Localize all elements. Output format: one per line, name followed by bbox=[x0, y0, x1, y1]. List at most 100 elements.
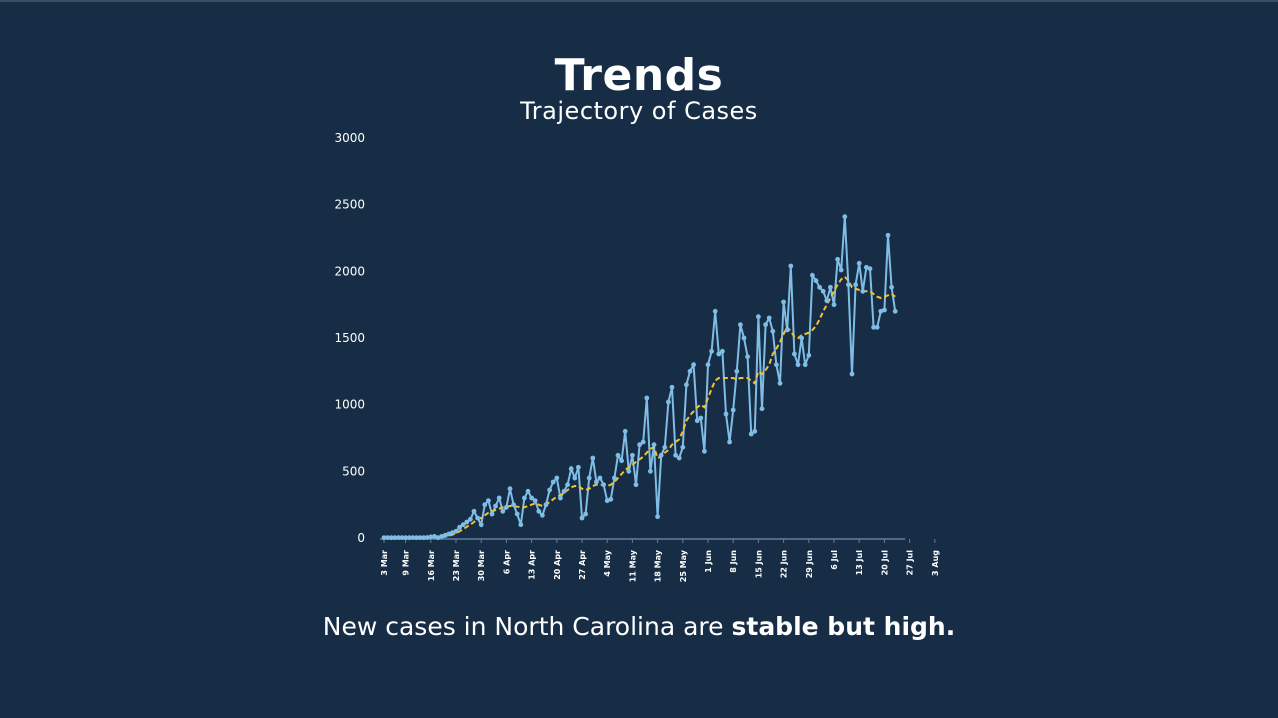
daily-cases-point bbox=[612, 475, 617, 481]
daily-cases-point bbox=[630, 452, 635, 458]
x-tick-label: 29 Jun bbox=[805, 550, 814, 579]
daily-cases-point bbox=[522, 495, 527, 501]
daily-cases-point bbox=[432, 534, 437, 539]
daily-cases-point bbox=[514, 511, 520, 517]
daily-cases-point bbox=[565, 482, 570, 488]
daily-cases-point bbox=[460, 522, 466, 528]
daily-cases-point bbox=[392, 535, 398, 541]
daily-cases-point bbox=[414, 535, 419, 541]
daily-cases-point bbox=[730, 407, 736, 413]
daily-cases-point bbox=[727, 439, 732, 445]
daily-cases-points bbox=[381, 214, 898, 541]
daily-cases-point bbox=[835, 256, 840, 262]
daily-cases-point bbox=[439, 534, 444, 539]
x-tick-label: 27 Jul bbox=[906, 550, 915, 576]
daily-cases-point bbox=[738, 322, 743, 328]
y-tick-label: 2000 bbox=[334, 264, 365, 278]
daily-cases-point bbox=[403, 535, 408, 541]
daily-cases-point bbox=[410, 535, 416, 540]
daily-cases-point bbox=[648, 468, 653, 474]
daily-cases-line bbox=[383, 216, 897, 539]
daily-cases-point bbox=[752, 428, 758, 434]
x-tick-label: 23 Mar bbox=[452, 550, 461, 581]
daily-cases-point bbox=[428, 534, 434, 540]
x-tick-label: 27 Apr bbox=[578, 550, 587, 580]
daily-cases-point bbox=[651, 442, 657, 448]
daily-cases-point bbox=[813, 278, 819, 284]
daily-cases-point bbox=[471, 508, 477, 514]
daily-cases-point bbox=[576, 464, 581, 470]
daily-cases-point bbox=[702, 448, 707, 454]
daily-cases-point bbox=[795, 362, 801, 368]
top-rule bbox=[0, 0, 1278, 2]
daily-cases-point bbox=[676, 455, 682, 461]
daily-cases-point bbox=[482, 502, 488, 508]
daily-cases-point bbox=[442, 532, 448, 538]
daily-cases-point bbox=[475, 515, 480, 521]
daily-cases-point bbox=[817, 284, 822, 290]
daily-cases-point bbox=[450, 530, 455, 536]
daily-cases-point bbox=[806, 352, 812, 358]
daily-cases-point bbox=[860, 288, 866, 294]
x-tick-label: 30 Mar bbox=[477, 550, 486, 581]
daily-cases-point bbox=[532, 498, 538, 504]
daily-cases-point bbox=[759, 406, 765, 412]
daily-cases-point bbox=[597, 475, 603, 481]
daily-cases-point bbox=[874, 324, 880, 330]
daily-cases-point bbox=[853, 282, 858, 288]
daily-cases-point bbox=[766, 315, 772, 321]
daily-cases-point bbox=[684, 382, 689, 388]
daily-cases-point bbox=[540, 512, 545, 518]
daily-cases-point bbox=[799, 335, 804, 341]
daily-cases-point bbox=[543, 502, 549, 508]
daily-cases-point bbox=[687, 368, 693, 374]
daily-cases-point bbox=[421, 535, 426, 541]
daily-cases-point bbox=[547, 487, 552, 493]
daily-cases-point bbox=[792, 351, 797, 357]
daily-cases-point bbox=[691, 362, 696, 368]
daily-cases-point bbox=[511, 502, 516, 508]
daily-cases-point bbox=[604, 498, 610, 504]
daily-cases-point bbox=[694, 418, 700, 424]
daily-cases-point bbox=[842, 214, 848, 220]
daily-cases-point bbox=[594, 479, 599, 485]
daily-cases-point bbox=[496, 495, 502, 501]
daily-cases-point bbox=[568, 466, 574, 472]
daily-cases-point bbox=[864, 264, 869, 270]
x-axis-ticks: 3 Mar 9 Mar 16 Mar 23 Mar 30 Mar 6 Apr 13 Apr 2… bbox=[380, 539, 940, 582]
caption-emphasis: stable but high. bbox=[731, 612, 956, 641]
daily-cases-point bbox=[601, 482, 606, 488]
daily-cases-point bbox=[723, 411, 729, 417]
daily-cases-point bbox=[709, 348, 714, 354]
daily-cases-point bbox=[885, 232, 891, 238]
x-tick-label: 20 Apr bbox=[553, 550, 562, 580]
daily-cases-point bbox=[680, 444, 686, 450]
daily-cases-point bbox=[781, 299, 786, 305]
daily-cases-point bbox=[464, 519, 470, 525]
daily-cases-point bbox=[810, 272, 815, 278]
x-tick-label: 9 Mar bbox=[402, 550, 411, 576]
daily-cases-point bbox=[608, 496, 614, 502]
x-tick-label: 3 Mar bbox=[380, 550, 389, 576]
daily-cases-point bbox=[889, 284, 894, 290]
daily-cases-point bbox=[716, 351, 722, 357]
daily-cases-point bbox=[406, 535, 412, 541]
daily-cases-point bbox=[856, 260, 862, 266]
daily-cases-point bbox=[435, 535, 441, 541]
daily-cases-point bbox=[669, 384, 675, 390]
daily-cases-point bbox=[633, 482, 639, 488]
daily-cases-point bbox=[590, 455, 596, 461]
x-tick-label: 11 May bbox=[628, 549, 637, 582]
daily-cases-point bbox=[644, 395, 650, 401]
x-tick-label: 6 Jul bbox=[830, 550, 839, 570]
daily-cases-point bbox=[673, 452, 678, 458]
x-tick-label: 15 Jun bbox=[754, 550, 763, 579]
x-tick-label: 20 Jul bbox=[880, 550, 889, 576]
daily-cases-point bbox=[558, 495, 563, 501]
daily-cases-point bbox=[626, 468, 632, 474]
page-title: Trends bbox=[554, 50, 724, 101]
daily-cases-point bbox=[500, 508, 506, 514]
daily-cases-point bbox=[381, 535, 387, 541]
daily-cases-point bbox=[838, 267, 844, 273]
daily-cases-point bbox=[658, 452, 664, 458]
